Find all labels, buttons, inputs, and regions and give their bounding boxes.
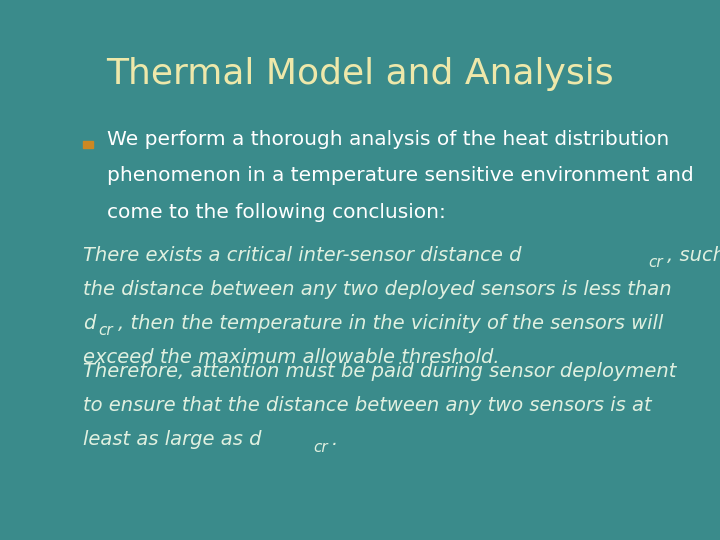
Text: Thermal Model and Analysis: Thermal Model and Analysis — [106, 57, 614, 91]
Text: , such that if: , such that if — [667, 246, 720, 265]
Text: come to the following conclusion:: come to the following conclusion: — [107, 203, 446, 222]
Text: , then the temperature in the vicinity of the sensors will: , then the temperature in the vicinity o… — [117, 314, 663, 333]
Text: exceed the maximum allowable threshold.: exceed the maximum allowable threshold. — [83, 348, 500, 367]
Text: cr: cr — [99, 323, 113, 339]
Text: .: . — [332, 430, 338, 449]
Text: There exists a critical inter-sensor distance d: There exists a critical inter-sensor dis… — [83, 246, 521, 265]
Text: We perform a thorough analysis of the heat distribution: We perform a thorough analysis of the he… — [107, 130, 669, 148]
Text: the distance between any two deployed sensors is less than: the distance between any two deployed se… — [83, 280, 672, 299]
Text: phenomenon in a temperature sensitive environment and: phenomenon in a temperature sensitive en… — [107, 166, 693, 185]
Text: cr: cr — [649, 255, 663, 271]
Text: d: d — [83, 314, 95, 333]
Bar — [83, 141, 92, 148]
Text: Therefore, attention must be paid during sensor deployment: Therefore, attention must be paid during… — [83, 362, 676, 381]
Text: to ensure that the distance between any two sensors is at: to ensure that the distance between any … — [83, 396, 652, 415]
Text: least as large as d: least as large as d — [83, 430, 261, 449]
Text: cr: cr — [313, 440, 328, 455]
